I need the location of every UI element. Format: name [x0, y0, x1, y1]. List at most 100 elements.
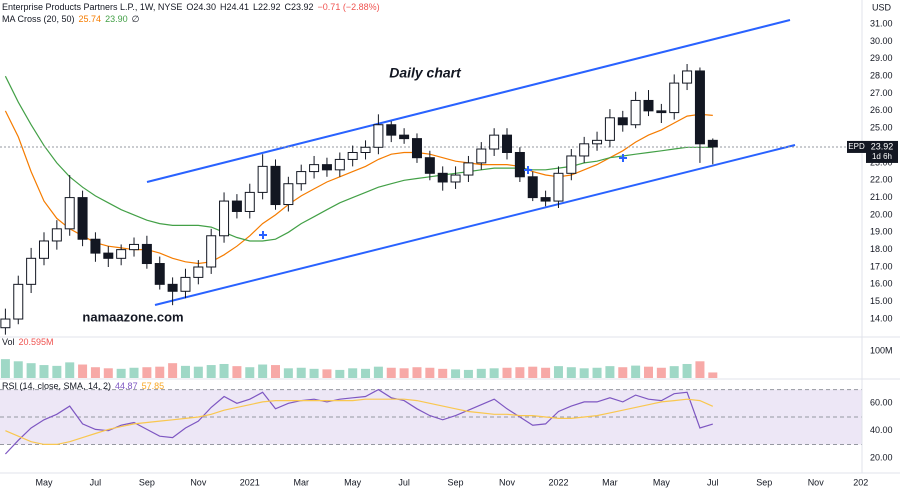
volume-bar	[463, 369, 473, 378]
candle-body	[231, 200, 242, 212]
y-tick-label: 20.00	[870, 209, 893, 219]
candle-body	[167, 283, 178, 292]
candle-body	[309, 164, 320, 173]
candle-body	[682, 70, 693, 84]
volume-bar	[348, 368, 358, 378]
y-tick-label: 17.00	[870, 261, 893, 271]
volume-bar	[206, 365, 216, 378]
volume-bar	[309, 368, 319, 378]
x-tick-label: Jul	[90, 477, 102, 487]
ma-name: MA Cross (20, 50)	[2, 14, 75, 24]
rsi-value: 57.85	[142, 381, 165, 391]
candle-body	[219, 200, 230, 237]
candle-body	[180, 276, 191, 292]
candle-body	[154, 263, 165, 285]
candle-body	[502, 134, 513, 153]
ma-line	[4, 75, 713, 242]
x-tick-label: Sep	[756, 477, 772, 487]
y-tick-label: 19.00	[870, 227, 893, 237]
ma-line	[4, 110, 713, 265]
x-tick-label: May	[344, 477, 362, 487]
volume-bar	[605, 366, 615, 378]
x-tick-label: Jul	[707, 477, 719, 487]
volume-bar	[528, 366, 538, 378]
volume-bar	[129, 367, 139, 378]
candle-body	[26, 257, 37, 285]
volume-bar	[296, 367, 306, 378]
volume-bar	[26, 363, 36, 378]
y-tick-label: 29.00	[870, 53, 893, 63]
cross-marker	[259, 231, 267, 239]
candle-body	[527, 176, 538, 199]
ma-legend: MA Cross (20, 50) 25.74 23.90 ∅	[2, 14, 140, 24]
volume-bar	[52, 365, 62, 378]
volume-bar	[592, 367, 602, 378]
volume-bar	[515, 367, 525, 378]
volume-bar	[708, 372, 718, 378]
candle-body	[476, 148, 487, 164]
volume-bar	[361, 368, 371, 378]
annotation: Daily chart	[389, 65, 462, 81]
candle-body	[463, 162, 474, 176]
x-tick-label: Nov	[499, 477, 516, 487]
volume-bar	[669, 366, 679, 378]
rsi-line	[4, 388, 713, 455]
ma-value: 25.74	[79, 14, 102, 24]
candle-body	[437, 172, 448, 183]
volume-bar	[682, 363, 692, 378]
price-box	[866, 140, 898, 163]
upper-channel-line	[146, 19, 791, 183]
x-tick-label: Sep	[448, 477, 464, 487]
x-tick-label: May	[35, 477, 53, 487]
volume-bar	[618, 367, 628, 378]
ohlc-label: H24.41	[220, 2, 249, 12]
candle-body	[283, 183, 294, 206]
ohlc-label: L22.92	[253, 2, 281, 12]
x-tick-label: Jul	[398, 477, 410, 487]
rsi-band-group	[0, 389, 862, 445]
candle-body	[77, 197, 88, 240]
volume-bar	[219, 363, 229, 378]
candle-body	[630, 99, 641, 126]
candle-body	[321, 164, 332, 171]
candle-body	[643, 99, 654, 112]
y-tick-label: 28.00	[870, 71, 893, 81]
x-tick-label: 2021	[240, 477, 260, 487]
lower-channel-line	[154, 144, 796, 306]
candle-body	[592, 139, 603, 145]
volume-bar	[643, 366, 653, 378]
candle-body	[386, 124, 397, 136]
candle-body	[707, 139, 718, 148]
candle-body	[411, 138, 422, 159]
candle-body	[244, 191, 255, 212]
y-tick-label: 30.00	[870, 36, 893, 46]
candle-body	[360, 146, 371, 153]
symbol-label: EPD	[848, 142, 865, 151]
x-tick-label: 202	[853, 477, 868, 487]
candle-body	[694, 70, 705, 145]
volume-bar	[399, 368, 409, 378]
candle-body	[116, 249, 127, 259]
candle-body	[334, 158, 345, 171]
volume-bar	[116, 368, 126, 378]
volume-bar	[553, 366, 563, 378]
volume-bar	[425, 367, 435, 378]
candle-body	[296, 171, 307, 185]
x-tick-label: 2022	[548, 477, 568, 487]
candle-body	[604, 117, 615, 141]
candle-body	[540, 197, 551, 202]
ma-extra: ∅	[132, 14, 140, 24]
y-tick-label: 22.00	[870, 175, 893, 185]
candle-body	[553, 172, 564, 202]
candle-body	[373, 124, 384, 148]
candle-body	[129, 243, 140, 251]
volume-bar	[335, 369, 345, 378]
candle-body	[141, 243, 152, 265]
candle-body	[0, 318, 11, 329]
volume-bar	[476, 368, 486, 378]
x-tick-label: May	[653, 477, 671, 487]
x-tick-label: Nov	[808, 477, 825, 487]
volume-bar	[322, 369, 332, 378]
volume-bar	[695, 361, 705, 378]
